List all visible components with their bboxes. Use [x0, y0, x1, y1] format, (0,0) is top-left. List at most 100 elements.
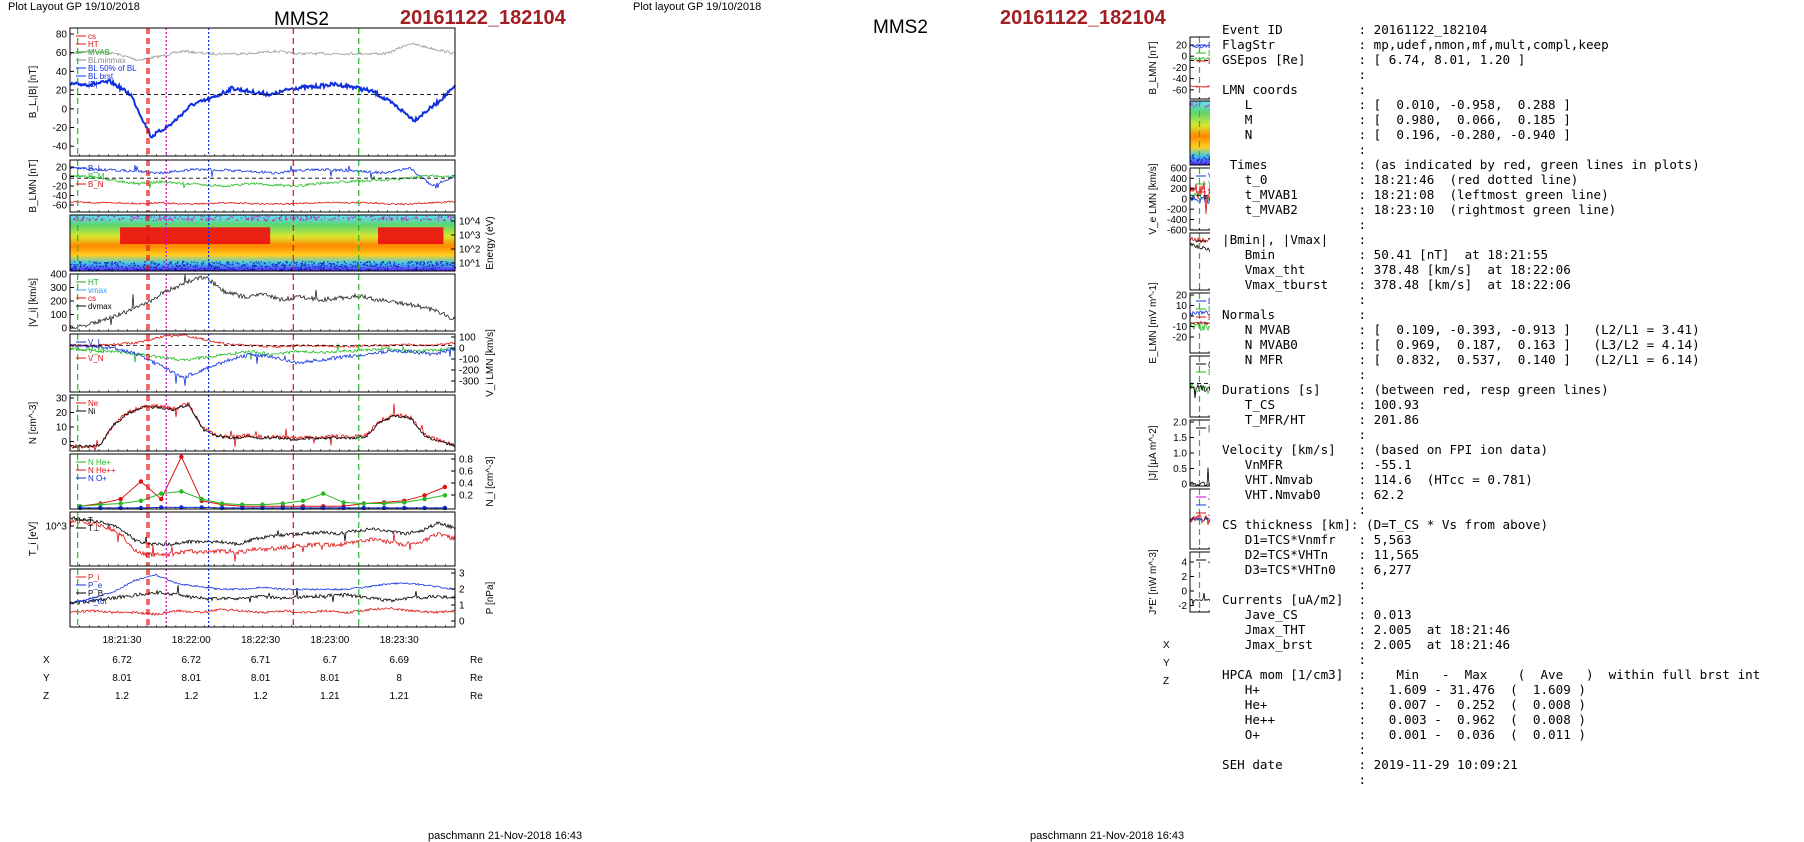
- plot1-y-tick-label: 1: [459, 601, 465, 612]
- info-line: :: [1222, 142, 1367, 157]
- plot1-legend-entry: cs: [88, 294, 96, 303]
- plot1-pos-row-unit: Re: [470, 673, 483, 684]
- plot1-trace: [69, 274, 456, 330]
- plot1-pos-row-value: 8.01: [320, 673, 340, 684]
- plot1-pos-row-value: 1.21: [320, 691, 340, 702]
- plot1-y-tick-label: 0: [61, 104, 67, 115]
- plot1-legend-entry: B_N: [88, 180, 104, 189]
- info-line: FlagStr : mp,udef,nmon,mf,mult,compl,kee…: [1222, 37, 1609, 52]
- plot2-y-tick-label: 4: [1181, 558, 1187, 569]
- info-line: N : [ 0.196, -0.280, -0.940 ]: [1222, 127, 1571, 142]
- plot2-y-tick-label: 1.5: [1173, 433, 1187, 444]
- plot1-pos-row-name: Y: [43, 673, 50, 684]
- plot1-time-tick-label: 18:23:30: [380, 635, 419, 646]
- plot1-trace: [69, 518, 456, 562]
- plot1-trace: [69, 174, 456, 189]
- plot1-y-tick-label: 10^3: [459, 231, 481, 242]
- plot1-y-tick-label: 200: [50, 297, 67, 308]
- plot1-y-tick-label: 60: [56, 48, 68, 59]
- info-line: L : [ 0.010, -0.958, 0.288 ]: [1222, 97, 1571, 112]
- plot2-pos-row-name: X: [1163, 640, 1170, 651]
- info-line: t_0 : 18:21:46 (red dotted line): [1222, 172, 1579, 187]
- info-line: O+ : 0.001 - 0.036 ( 0.011 ): [1222, 727, 1586, 742]
- info-line: Jmax_THT : 2.005 at 18:21:46: [1222, 622, 1511, 637]
- plot2-y-tick-label: 2.0: [1173, 418, 1187, 429]
- plot1-y-tick-label: 0: [61, 437, 67, 448]
- plot1-data-point: [219, 501, 225, 506]
- plot1-spectrogram-hot-band: [378, 227, 444, 245]
- plot2-legend-entry: (VexB)_M: [1208, 360, 1210, 369]
- info-line: N MVAB0 : [ 0.969, 0.187, 0.163 ] (L3/L2…: [1222, 337, 1700, 352]
- plot1-y-tick-label: 10^3: [46, 522, 68, 533]
- plot2-legend-entry: V_N: [1208, 188, 1210, 197]
- plot1-data-point: [361, 501, 366, 506]
- plot1-legend-entry: MVAB: [88, 48, 110, 57]
- plot1-legend-entry: N O+: [88, 474, 107, 483]
- plot1-y-tick-label: 0.4: [459, 479, 473, 490]
- plot1-pos-row-value: 8.01: [112, 673, 132, 684]
- info-line: :: [1222, 772, 1367, 787]
- plot1-y-tick-label: 20: [56, 86, 68, 97]
- plot1-pos-row-name: X: [43, 655, 50, 666]
- plot2-spacecraft-title: MMS2: [873, 17, 928, 38]
- plot2-y-tick-label: -600: [1167, 225, 1187, 236]
- plot1-legend-entry: N He+: [88, 458, 111, 467]
- plot1-legend-entry: BLminmax: [88, 56, 126, 65]
- plot1-y-tick-label: -100: [459, 355, 479, 366]
- plot2-legend-entry: E_L: [1208, 297, 1210, 306]
- plot1-y-tick-label: 80: [56, 30, 68, 41]
- plot1-pos-row-value: 6.69: [389, 655, 409, 666]
- info-line: Times : (as indicated by red, green line…: [1222, 157, 1700, 172]
- plot1-panel-frame: [69, 511, 456, 567]
- plot1-legend-entry: HT: [88, 278, 99, 287]
- plot2-y-tick-label: 600: [1170, 164, 1187, 175]
- info-line: He++ : 0.003 - 0.962 ( 0.008 ): [1222, 712, 1586, 727]
- info-line: :: [1222, 742, 1367, 757]
- plot2-legend-entry: E_M: [1208, 305, 1210, 314]
- plot1-pos-row-value: 6.72: [112, 655, 132, 666]
- plot1-trace: [69, 165, 456, 189]
- plot2-legend-entry: J_M: [1208, 501, 1210, 510]
- plot2-y-tick-label: 0: [1181, 52, 1187, 63]
- plot1-trace: [69, 343, 456, 363]
- plot1-legend-entry: N He++: [88, 466, 116, 475]
- plot1-y-axis-label: B_LMN [nT]: [28, 159, 39, 213]
- plot2-legend-entry: B_N: [1208, 57, 1210, 66]
- plot2-pos-row-name: Z: [1163, 676, 1169, 687]
- plot1-panel-1: 80 60 40 20 0 -20 -40 B_L,|B| [nT] csHTMVABBLmin…: [28, 27, 456, 157]
- plot1-legend-entry: vmax: [88, 286, 107, 295]
- info-line: Vmax_tht : 378.48 [km/s] at 18:22:06: [1222, 262, 1571, 277]
- plot1-y-tick-label: -20: [53, 123, 68, 134]
- plot1-legend-entry: cs: [88, 32, 96, 41]
- plot2-panel-frame: [1189, 355, 1210, 418]
- plot1-data-point: [321, 491, 326, 496]
- plot1-y-tick-label: 0: [61, 324, 67, 335]
- plot2-y-tick-label: 20: [1176, 291, 1188, 302]
- info-line: :: [1222, 217, 1367, 232]
- plot1-legend-entry: V_M: [88, 346, 105, 355]
- plot2-legend-entry: E_N: [1208, 313, 1210, 322]
- plot2-y-tick-label: 200: [1170, 184, 1187, 195]
- plot1-legend-entry: B_L: [88, 164, 103, 173]
- info-line: Jmax_brst : 2.005 at 18:21:46: [1222, 637, 1511, 652]
- info-line: H+ : 1.609 - 31.476 ( 1.609 ): [1222, 682, 1586, 697]
- plot1-y-tick-label: 100: [50, 310, 67, 321]
- plot2-panel-9: 4 2 0 -2 J*E' [nW m^-3] J*E': [1148, 549, 1210, 615]
- plot1-data-point: [159, 496, 164, 502]
- info-line: T_MFR/HT : 201.86: [1222, 412, 1420, 427]
- plot1-y-tick-label: 0: [459, 617, 465, 628]
- plot2-y-tick-label: 0: [1181, 312, 1187, 323]
- plot1-y-axis-label-right: N_i [cm^-3]: [485, 456, 496, 506]
- plot2-legend-entry: J_L max: [1208, 493, 1210, 502]
- plot1-time-tick-label: 18:22:30: [241, 635, 280, 646]
- info-line: T_CS : 100.93: [1222, 397, 1420, 412]
- info-line: Event ID : 20161122_182104: [1222, 22, 1488, 37]
- plot1-pos-row-value: 8.01: [251, 673, 271, 684]
- plot1-legend-entry: dvmax: [88, 302, 112, 311]
- info-line: N MVAB : [ 0.109, -0.393, -0.913 ] (L2/L…: [1222, 322, 1700, 337]
- plot1-pos-row-value: 1.2: [254, 691, 268, 702]
- plot1-data-point: [381, 501, 387, 506]
